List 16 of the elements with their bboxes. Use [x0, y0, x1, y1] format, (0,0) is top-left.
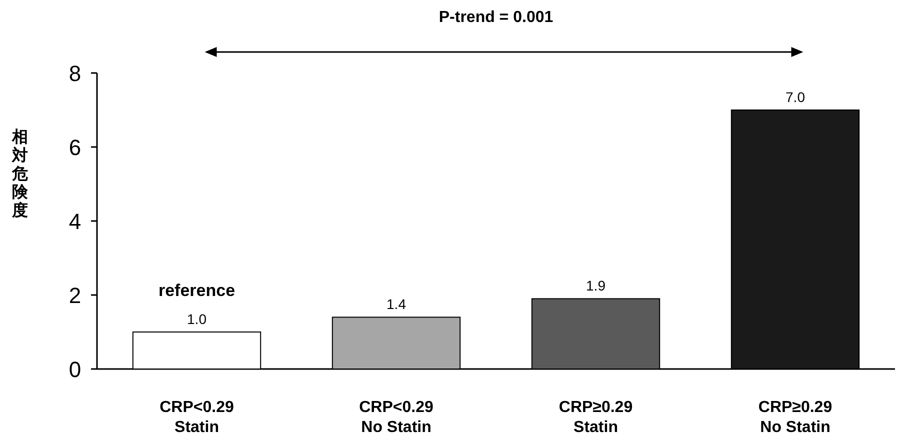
- y-tick-label: 6: [68, 135, 82, 160]
- x-tick-label: CRP<0.29 No Statin: [359, 399, 434, 436]
- data-label: 7.0: [786, 89, 806, 105]
- annotation: reference: [158, 281, 236, 300]
- data-label: 1.4: [386, 296, 406, 312]
- data-label: 1.9: [586, 278, 606, 294]
- x-tick-label: CRP≥0.29 No Statin: [758, 399, 832, 436]
- y-tick-label: 4: [68, 209, 82, 234]
- x-tick-label: CRP<0.29 Statin: [160, 399, 234, 436]
- y-tick-label: 0: [68, 357, 82, 382]
- data-label: 1.0: [187, 311, 207, 327]
- y-tick-label: 8: [68, 61, 82, 86]
- text: P-trend = 0.001: [438, 9, 554, 26]
- y-tick-label: 2: [68, 283, 82, 308]
- y-axis-title: 相対危険度: [11, 128, 29, 220]
- x-tick-label: CRP≥0.29 Statin: [558, 399, 633, 436]
